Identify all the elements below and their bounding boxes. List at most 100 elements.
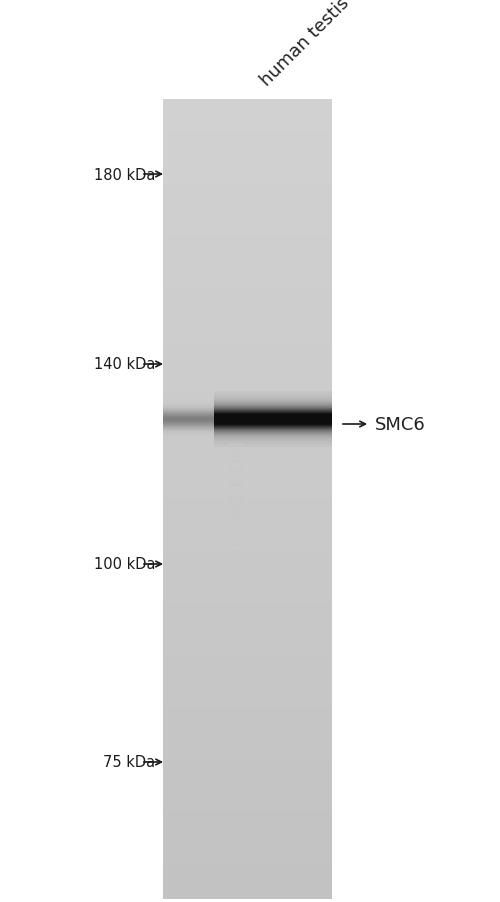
Bar xyxy=(163,100,332,103)
Bar xyxy=(163,193,332,197)
Bar xyxy=(163,444,332,446)
Bar xyxy=(163,691,332,695)
Bar xyxy=(163,132,332,135)
Bar xyxy=(163,291,332,295)
Bar xyxy=(163,811,332,815)
Bar xyxy=(163,121,332,124)
Bar xyxy=(163,223,332,226)
Bar xyxy=(163,355,332,359)
Bar xyxy=(163,752,332,756)
Bar xyxy=(163,867,332,870)
Bar xyxy=(163,455,332,457)
Bar xyxy=(163,345,332,348)
Bar xyxy=(163,713,332,715)
Bar xyxy=(163,233,332,236)
Bar xyxy=(163,226,332,228)
Bar xyxy=(163,227,332,231)
Bar xyxy=(163,718,332,721)
Bar xyxy=(163,529,332,532)
Bar xyxy=(163,651,332,655)
Bar xyxy=(163,260,332,262)
Bar xyxy=(163,609,332,612)
Bar xyxy=(163,350,332,354)
Bar xyxy=(163,542,332,545)
Bar xyxy=(163,694,332,697)
Bar xyxy=(163,377,332,380)
Bar xyxy=(163,433,332,436)
Bar xyxy=(163,327,332,329)
Bar xyxy=(163,391,332,393)
Bar xyxy=(163,553,332,556)
Bar xyxy=(163,790,332,793)
Bar xyxy=(163,755,332,759)
Bar xyxy=(163,878,332,881)
Bar xyxy=(163,734,332,737)
Bar xyxy=(163,561,332,564)
Bar xyxy=(163,824,332,827)
Bar xyxy=(163,419,332,423)
Bar xyxy=(163,494,332,497)
Text: SMC6: SMC6 xyxy=(375,416,426,434)
Bar xyxy=(163,620,332,622)
Bar xyxy=(163,190,332,194)
Bar xyxy=(163,148,332,151)
Bar xyxy=(163,729,332,732)
Bar xyxy=(163,249,332,253)
Bar xyxy=(163,217,332,220)
Bar xyxy=(163,520,332,524)
Bar xyxy=(163,861,332,865)
Bar xyxy=(163,201,332,204)
Bar xyxy=(163,364,332,367)
Bar xyxy=(163,853,332,857)
Bar xyxy=(163,305,332,308)
Bar xyxy=(163,441,332,444)
Bar xyxy=(163,196,332,199)
Bar xyxy=(163,204,332,207)
Bar xyxy=(163,699,332,703)
Bar xyxy=(163,273,332,276)
Bar xyxy=(163,188,332,191)
Bar xyxy=(163,721,332,723)
Bar xyxy=(163,481,332,484)
Text: 75 kDa: 75 kDa xyxy=(103,755,155,769)
Bar xyxy=(163,856,332,860)
Bar xyxy=(163,841,332,843)
Bar xyxy=(163,681,332,684)
Bar xyxy=(163,167,332,170)
Bar xyxy=(163,744,332,748)
Bar xyxy=(163,171,332,175)
Bar xyxy=(163,657,332,659)
Bar xyxy=(163,851,332,854)
Bar xyxy=(163,774,332,777)
Bar xyxy=(163,164,332,167)
Bar xyxy=(163,545,332,548)
Bar xyxy=(163,654,332,657)
Bar xyxy=(163,632,332,636)
Bar xyxy=(163,124,332,127)
Bar xyxy=(163,859,332,862)
Bar xyxy=(163,715,332,718)
Bar xyxy=(163,302,332,306)
Bar xyxy=(163,638,332,641)
Bar xyxy=(163,601,332,603)
Bar xyxy=(163,843,332,846)
Bar xyxy=(163,159,332,161)
Bar xyxy=(163,622,332,625)
Bar xyxy=(163,470,332,474)
Bar xyxy=(163,115,332,119)
Bar xyxy=(163,662,332,665)
Bar xyxy=(163,726,332,729)
Bar xyxy=(163,864,332,868)
Bar xyxy=(163,380,332,382)
Bar xyxy=(163,257,332,260)
Bar xyxy=(163,797,332,801)
Bar xyxy=(163,118,332,122)
Bar xyxy=(163,182,332,186)
Bar xyxy=(163,505,332,508)
Bar xyxy=(163,382,332,385)
Bar xyxy=(163,649,332,652)
Bar xyxy=(163,385,332,388)
Bar xyxy=(163,446,332,449)
Bar xyxy=(163,758,332,761)
Bar xyxy=(163,313,332,316)
